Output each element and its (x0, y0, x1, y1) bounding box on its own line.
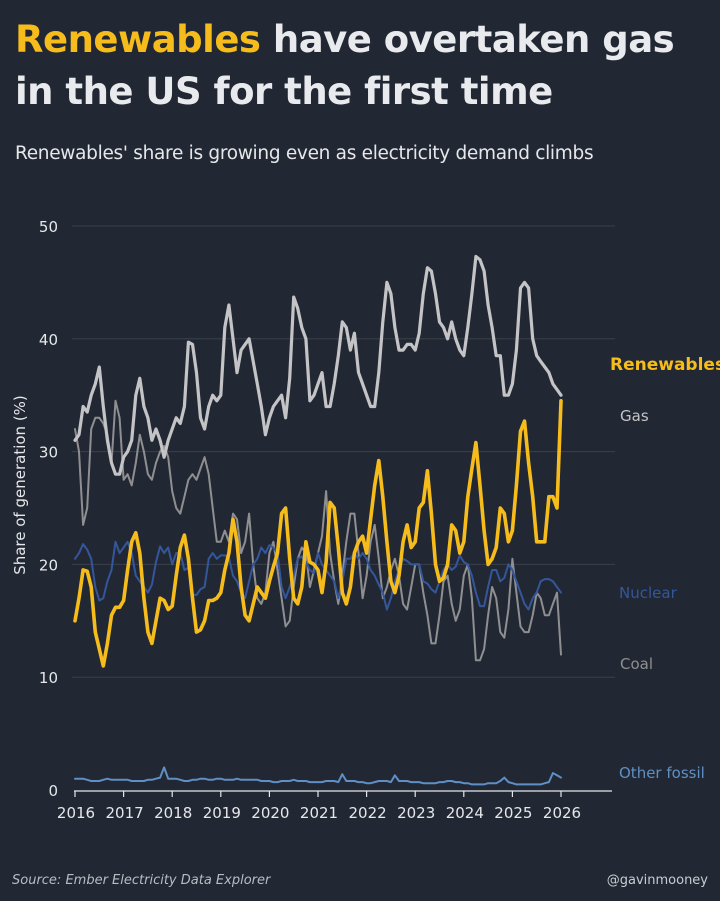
series-lines (73, 254, 563, 786)
series-labels: Renewables Gas Nuclear Coal Other fossil (610, 355, 720, 782)
series-line-other-fossil (74, 766, 562, 786)
x-tick-label: 2016 (57, 804, 95, 822)
title-line2: in the US for the first time (15, 70, 553, 113)
x-tick-label: 2019 (203, 804, 241, 822)
x-tick-label: 2022 (349, 804, 387, 822)
x-tick-label: 2017 (106, 804, 144, 822)
x-tick-label: 2020 (251, 804, 289, 822)
x-axis: 2016 2017 2018 2019 2020 2021 2022 2023 2024 2025… (57, 790, 612, 822)
title-highlight: Renewables (15, 18, 261, 61)
y-tick-label: 0 (48, 782, 58, 800)
x-tick-label: 2023 (397, 804, 435, 822)
x-tick-label: 2025 (494, 804, 532, 822)
x-tick-label: 2018 (154, 804, 192, 822)
y-tick-label: 30 (39, 444, 58, 462)
y-axis-ticks: 0 10 20 30 40 50 (39, 218, 58, 800)
title-rest: have overtaken gas (260, 18, 675, 61)
y-tick-label: 10 (39, 669, 58, 687)
series-label-gas: Gas (620, 407, 649, 425)
x-tick-label: 2026 (543, 804, 581, 822)
x-tick-label: 2021 (300, 804, 338, 822)
source-note: Source: Ember Electricity Data Explorer (12, 873, 271, 888)
chart-subtitle: Renewables' share is growing even as ele… (15, 143, 594, 164)
y-axis-label: Share of generation (%) (11, 395, 29, 575)
chart-title: Renewables have overtaken gas in the US f… (15, 14, 715, 118)
series-line-gas (73, 254, 563, 476)
series-line-nuclear (74, 540, 562, 611)
y-tick-label: 40 (39, 331, 58, 349)
x-tick-label: 2024 (446, 804, 484, 822)
author-credit: @gavinmooney (606, 873, 708, 888)
series-label-coal: Coal (620, 655, 653, 673)
y-tick-label: 20 (39, 556, 58, 574)
series-label-nuclear: Nuclear (619, 584, 678, 602)
series-label-other-fossil: Other fossil (619, 764, 705, 782)
series-line-renewables (73, 398, 563, 668)
y-tick-label: 50 (39, 218, 58, 236)
series-label-renewables: Renewables (610, 355, 720, 375)
